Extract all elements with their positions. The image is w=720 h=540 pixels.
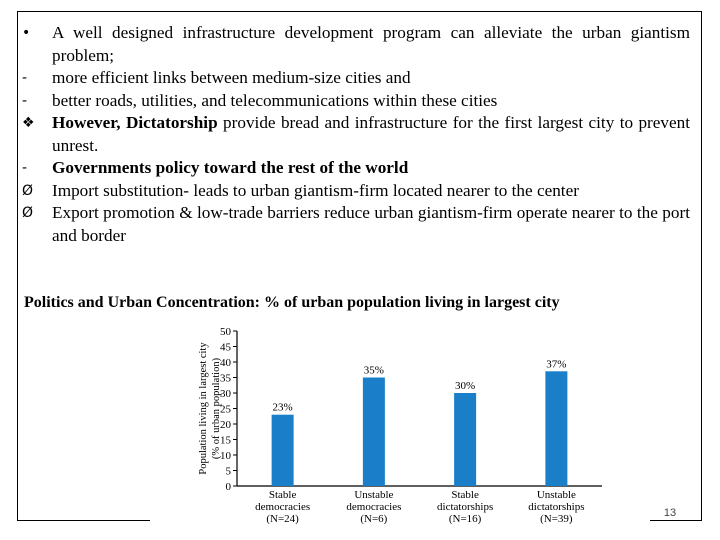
bullet-item: - Governments policy toward the rest of t…: [22, 157, 690, 180]
bar: [271, 414, 294, 486]
x-tick-label: democracies: [255, 501, 310, 513]
page-number: 13: [663, 507, 677, 519]
bullet-text: Import substitution- leads to urban gian…: [52, 180, 690, 203]
y-tick-label: 35: [220, 373, 232, 385]
x-tick-label: democracies: [346, 501, 401, 513]
y-tick-label: 0: [226, 481, 232, 493]
bullet-marker: -: [22, 160, 28, 176]
data-label: 30%: [455, 380, 475, 392]
x-tick-label: Unstable: [354, 489, 393, 501]
x-tick-label: dictatorships: [437, 501, 493, 513]
y-tick-label: 25: [220, 404, 232, 416]
bullet-marker: Ø: [22, 182, 34, 199]
y-tick-label: 30: [220, 388, 232, 400]
bullet-segment: provide bread and infrastructure for the…: [52, 113, 690, 155]
bullet-item: Ø Export promotion & low-trade barriers r…: [22, 202, 690, 247]
x-tick-label: Stable: [269, 489, 297, 501]
x-tick-label: Stable: [451, 489, 479, 501]
bullet-text: better roads, utilities, and telecommuni…: [52, 90, 690, 113]
x-tick-label: Unstable: [537, 489, 576, 501]
bullet-item: • A well designed infrastructure developm…: [22, 22, 690, 67]
bar: [454, 393, 477, 486]
bullet-item: - more efficient links between medium-siz…: [22, 67, 690, 90]
x-tick-label: dictatorships: [528, 501, 584, 513]
y-tick-label: 20: [220, 419, 232, 431]
bar: [362, 377, 385, 486]
y-tick-label: 10: [220, 450, 232, 462]
data-label: 23%: [273, 402, 293, 414]
bullet-item: ❖ However, Dictatorship provide bread and…: [22, 112, 690, 157]
bullet-segment: better roads, utilities, and telecommuni…: [52, 90, 498, 110]
bullet-bold-segment: Governments policy toward the rest of th…: [52, 158, 409, 177]
bullet-text: more efficient links between medium-size…: [52, 67, 690, 90]
bullet-marker: -: [22, 70, 28, 86]
chart-panel: 0 5 10 15 20 25 30 35 40 45 50 Population living in…: [150, 318, 650, 525]
x-tick-label: (N=6): [360, 513, 387, 524]
y-tick-label: 45: [220, 342, 232, 354]
bullet-marker: •: [22, 25, 31, 41]
bullet-marker: ❖: [22, 115, 35, 131]
bullet-marker: Ø: [22, 205, 34, 221]
bullet-segment: Import substitution- leads to urban gian…: [52, 180, 579, 200]
chart-title: Politics and Urban Concentration: % of u…: [24, 294, 560, 311]
bullet-text: Export promotion & low-trade barriers re…: [52, 202, 690, 247]
x-tick-label: (N=16): [449, 513, 482, 524]
bullet-item: Ø Import substitution- leads to urban gia…: [22, 180, 690, 203]
bar-chart: 0 5 10 15 20 25 30 35 40 45 50 Population living in…: [198, 326, 602, 525]
bullet-bold-segment: However, Dictatorship: [52, 113, 218, 132]
bullet-text: A well designed infrastructure developme…: [52, 22, 690, 67]
bullet-text: Governments policy toward the rest of th…: [52, 157, 690, 180]
bullet-segment: A well designed infrastructure developme…: [52, 23, 690, 65]
x-tick-label: (N=24): [266, 513, 299, 524]
y-tick-label: 40: [220, 357, 232, 369]
y-tick-label: 50: [220, 326, 232, 338]
data-label: 35%: [364, 365, 384, 377]
y-axis-label: Population living in largest city: [198, 342, 209, 475]
bullet-marker: -: [22, 92, 28, 109]
bullet-list: • A well designed infrastructure developm…: [22, 22, 690, 247]
bullet-text: However, Dictatorship provide bread and …: [52, 112, 690, 157]
bar: [545, 371, 568, 486]
data-label: 37%: [546, 358, 566, 370]
bullet-segment: Export promotion & low-trade barriers re…: [52, 203, 690, 245]
y-axis-label: (% of urban population): [211, 357, 222, 459]
y-tick-label: 15: [220, 435, 232, 447]
bullet-segment: more efficient links between medium-size…: [52, 68, 411, 87]
y-tick-label: 5: [226, 466, 232, 478]
bullet-item: - better roads, utilities, and telecommun…: [22, 90, 690, 113]
x-tick-label: (N=39): [540, 513, 573, 524]
